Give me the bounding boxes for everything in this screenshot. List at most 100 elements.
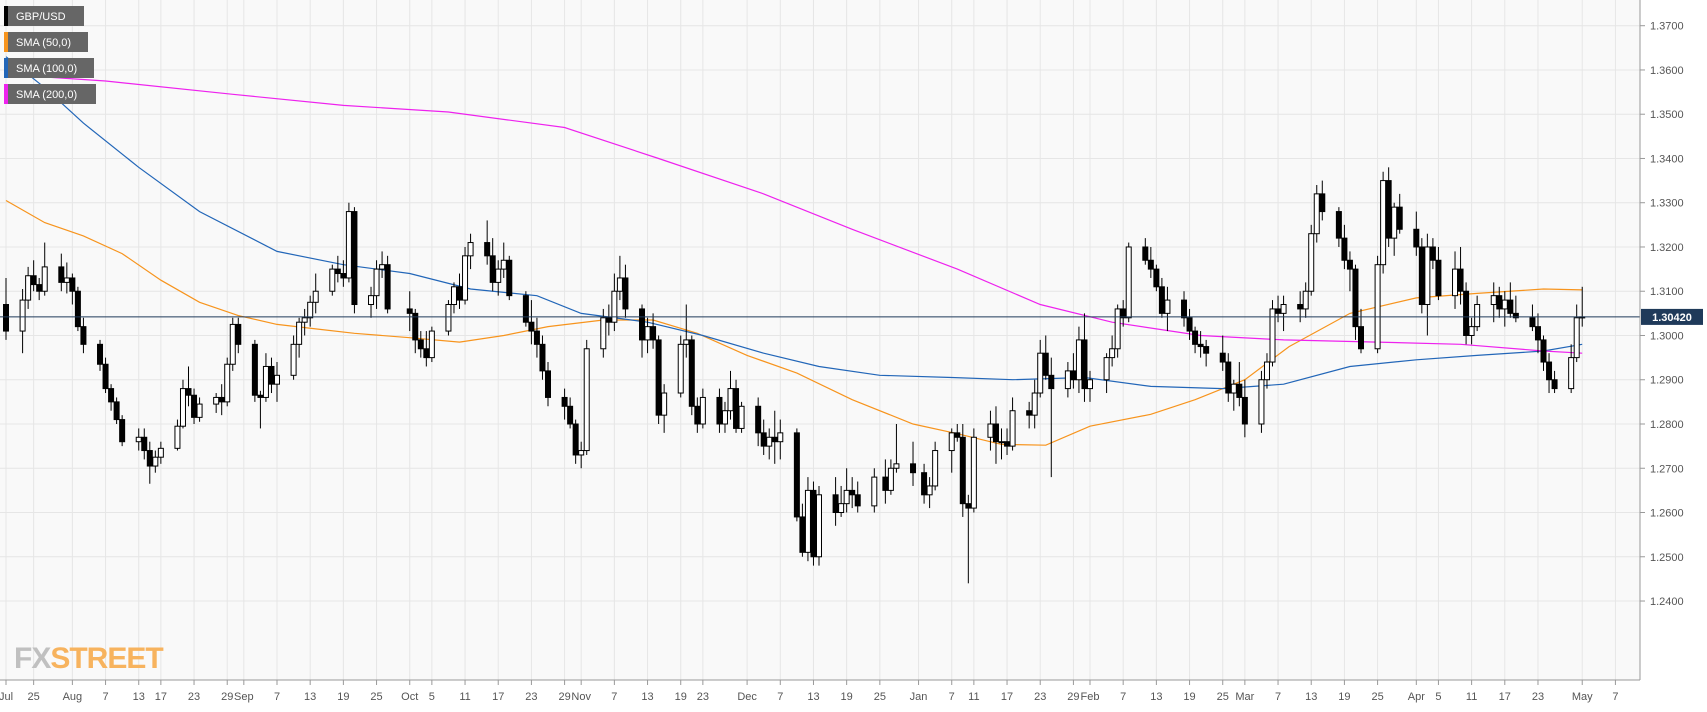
candle-body-up	[312, 290, 319, 303]
candle-body-down	[1275, 308, 1282, 314]
candle	[832, 477, 839, 526]
candle-body-down	[1153, 268, 1160, 288]
candle-body-down	[1081, 339, 1088, 390]
candle	[1275, 295, 1282, 323]
candle	[218, 384, 225, 416]
sma-line-sma-100-0-	[5, 56, 1583, 390]
x-tick-label: 23	[188, 691, 200, 703]
candle-body-up	[1109, 348, 1116, 359]
legend-item[interactable]: SMA (50,0)	[4, 32, 88, 52]
candle-body-up	[683, 339, 690, 345]
candle	[1042, 335, 1049, 380]
candle-body-up	[1009, 410, 1016, 447]
x-tick-label: 19	[675, 691, 687, 703]
candle	[340, 260, 347, 287]
candle-body-down	[639, 308, 646, 341]
candle	[179, 379, 186, 429]
legend-item[interactable]: GBP/USD	[4, 6, 84, 26]
candle-body-down	[102, 363, 109, 390]
candle	[1120, 300, 1127, 327]
candle-body-up	[174, 425, 181, 449]
legend-item[interactable]: SMA (200,0)	[4, 84, 96, 104]
candle	[545, 362, 551, 407]
candle	[522, 291, 529, 327]
candle	[777, 419, 784, 460]
x-tick-label: 13	[1150, 691, 1162, 703]
candle-body-down	[793, 432, 800, 518]
candle-body-up	[1380, 180, 1387, 266]
candle-body-up	[804, 489, 811, 553]
candle-body-up	[644, 326, 651, 341]
candle-body-down	[334, 268, 341, 275]
candle-body-up	[152, 456, 159, 467]
candle	[1308, 224, 1315, 296]
x-tick-label: May	[1572, 691, 1593, 703]
legend[interactable]: GBP/USD SMA (50,0) SMA (100,0) SMA (200,0)	[4, 6, 96, 104]
candle-body-down	[832, 494, 839, 514]
x-tick-label: 17	[155, 691, 167, 703]
x-tick-label: 17	[1499, 691, 1511, 703]
candle	[135, 428, 142, 451]
candle-body-up	[1087, 379, 1093, 390]
candle	[816, 485, 822, 566]
candle-body-down	[257, 394, 264, 398]
candle-body-down	[1048, 374, 1055, 390]
candle-body-up	[987, 423, 994, 438]
candle	[1474, 295, 1481, 332]
candle-body-up	[838, 503, 845, 514]
candle-body-up	[262, 365, 269, 398]
candle	[312, 273, 319, 314]
candle	[887, 459, 894, 495]
candle	[373, 260, 380, 309]
candle	[58, 253, 65, 292]
candle	[229, 317, 236, 371]
candle-body-up	[871, 476, 878, 507]
candle	[1452, 251, 1459, 309]
candle	[301, 308, 308, 336]
candle-body-down	[58, 266, 65, 283]
x-tick-label: Apr	[1408, 691, 1425, 703]
candle	[1457, 246, 1464, 305]
candle	[1341, 224, 1348, 270]
candle-body-up	[290, 343, 297, 376]
x-tick-label: 13	[641, 691, 653, 703]
x-tick-label: Jan	[910, 691, 928, 703]
candle-body-up	[699, 396, 706, 425]
legend-item[interactable]: SMA (100,0)	[4, 58, 94, 78]
candle	[1346, 251, 1353, 292]
candle-body-down	[141, 436, 148, 452]
candle	[1313, 185, 1320, 243]
candle-body-down	[1192, 330, 1199, 345]
candle	[1263, 353, 1270, 389]
candle	[755, 397, 762, 447]
candle-body-down	[1070, 370, 1077, 381]
candle	[484, 220, 491, 265]
candle	[1192, 326, 1199, 354]
candle	[799, 503, 806, 557]
candle	[417, 331, 424, 358]
candle	[262, 353, 269, 402]
x-tick-label: 7	[777, 691, 783, 703]
candle	[1391, 202, 1398, 256]
candle-body-down	[1120, 308, 1127, 319]
candle	[683, 304, 690, 358]
last-price-marker: 1.30420	[0, 308, 1703, 325]
candle	[368, 286, 375, 318]
candle-body-up	[213, 396, 220, 405]
candle-body-up	[777, 432, 784, 443]
y-tick-label: 1.2500	[1650, 552, 1684, 564]
candle-body-up	[196, 403, 203, 418]
candle	[63, 262, 70, 294]
candle-body-down	[384, 264, 391, 310]
candle	[1573, 304, 1580, 363]
candle	[733, 379, 740, 433]
y-tick-label: 1.3100	[1650, 286, 1684, 298]
last-price-label: 1.30420	[1652, 312, 1692, 324]
candle	[771, 410, 778, 464]
candle	[36, 277, 43, 301]
candle	[1258, 370, 1265, 433]
candle	[1540, 335, 1547, 371]
candle	[102, 357, 109, 394]
candle-body-up	[345, 211, 352, 279]
candle-body-down	[1396, 206, 1403, 230]
